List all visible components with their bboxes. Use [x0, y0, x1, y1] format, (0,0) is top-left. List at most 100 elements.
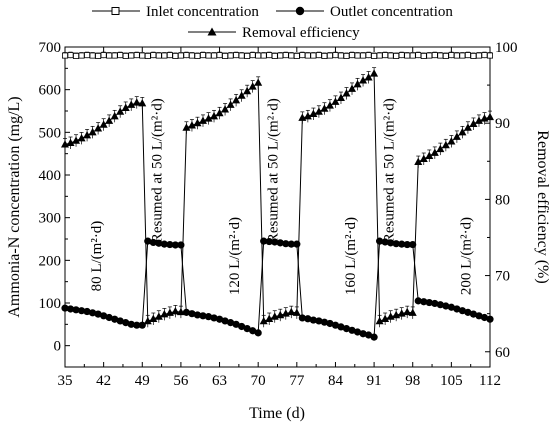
efficiency-point — [198, 116, 207, 124]
inlet-point — [415, 52, 422, 59]
outlet-point — [105, 313, 113, 322]
efficiency-point — [403, 307, 412, 316]
efficiency-point — [331, 97, 340, 105]
inlet-point — [448, 52, 455, 59]
inlet-point — [188, 52, 195, 59]
inlet-point — [260, 52, 267, 59]
inlet-point — [387, 52, 394, 59]
inlet-point — [183, 52, 190, 59]
outlet-point — [293, 240, 301, 248]
outlet-point — [304, 315, 312, 323]
x-tick-label: 91 — [367, 373, 382, 389]
efficiency-point — [248, 82, 257, 90]
efficiency-point — [77, 134, 86, 142]
efficiency-point — [149, 314, 158, 322]
outlet-point — [249, 327, 257, 335]
inlet-point — [117, 52, 124, 59]
phase-label: 120 L/(m²·d) — [227, 217, 243, 295]
outlet-point — [359, 330, 367, 338]
outlet-point — [155, 239, 163, 247]
efficiency-point — [66, 138, 75, 146]
inlet-point — [244, 52, 251, 59]
outlet-point — [326, 319, 334, 328]
inlet-point — [78, 52, 85, 59]
inlet-point — [144, 52, 151, 59]
outlet-point — [83, 307, 91, 316]
efficiency-point — [171, 306, 180, 315]
outlet-point — [254, 329, 262, 337]
efficiency-point — [309, 109, 318, 118]
inlet-point — [216, 52, 223, 59]
x-tick-label: 84 — [328, 373, 344, 389]
outlet-point — [66, 305, 75, 313]
inlet-point — [161, 52, 168, 59]
y-right-tick-label: 80 — [495, 192, 510, 208]
inlet-point — [255, 52, 262, 59]
x-tick-label: 77 — [289, 373, 305, 389]
efficiency-point — [176, 307, 185, 316]
y-right-tick-label: 70 — [495, 269, 510, 285]
inlet-point — [360, 52, 367, 59]
outlet-point — [271, 238, 279, 246]
outlet-point — [381, 238, 389, 246]
outlet-point — [309, 316, 317, 324]
x-tick-label: 49 — [135, 373, 150, 389]
legend-efficiency-label: Removal efficiency — [242, 25, 360, 41]
inlet-point — [222, 52, 229, 59]
inlet-point — [106, 52, 113, 59]
outlet-point — [425, 298, 433, 307]
efficiency-point — [215, 108, 224, 117]
efficiency-point — [105, 116, 114, 124]
efficiency-point — [359, 76, 368, 84]
efficiency-point — [193, 118, 202, 127]
efficiency-point — [430, 148, 439, 156]
legend-outlet-label: Outlet concentration — [330, 4, 453, 20]
outlet-point — [111, 315, 119, 323]
efficiency-point — [303, 111, 312, 120]
y-right-axis-label: Removal efficiency (%) — [534, 130, 550, 283]
inlet-point — [354, 52, 361, 59]
outlet-point — [116, 317, 124, 325]
inlet-point — [299, 52, 306, 59]
efficiency-point — [419, 154, 428, 162]
inlet-point — [459, 52, 466, 59]
x-tick-label: 70 — [251, 373, 266, 389]
outlet-point — [100, 312, 108, 320]
inlet-point — [128, 52, 135, 59]
outlet-point — [436, 301, 444, 309]
outlet-point — [61, 304, 69, 312]
inlet-point — [150, 52, 157, 59]
efficiency-point — [320, 104, 329, 112]
efficiency-point — [370, 69, 379, 77]
outlet-point — [387, 239, 395, 247]
efficiency-point — [226, 100, 235, 108]
outlet-point — [480, 313, 489, 322]
inlet-point — [475, 52, 482, 59]
x-tick-label: 35 — [58, 373, 73, 389]
efficiency-point — [94, 124, 103, 132]
inlet-point — [62, 52, 69, 59]
inlet-point — [420, 52, 427, 59]
outlet-point — [193, 311, 202, 319]
inlet-point — [321, 52, 328, 59]
outlet-point — [353, 328, 362, 336]
outlet-point — [442, 302, 450, 310]
inlet-point — [349, 52, 356, 59]
inlet-point — [332, 52, 339, 59]
axis-ticks: 35 42 49 56 63 70 77 84 91 98 105 112 0 100 200 300 400 5… — [39, 40, 518, 389]
efficiency-point — [254, 78, 263, 86]
outlet-point — [447, 303, 455, 311]
inlet-point — [282, 52, 289, 59]
y-left-tick-label: 600 — [39, 83, 62, 99]
inlet-point — [194, 52, 201, 59]
legend-inlet-label: Inlet concentration — [146, 4, 259, 20]
x-axis-label: Time (d) — [249, 405, 305, 422]
inlet-point — [166, 52, 173, 59]
efficiency-point — [425, 151, 434, 159]
outlet-point — [171, 241, 179, 249]
efficiency-point — [463, 123, 472, 131]
inlet-point — [470, 52, 477, 59]
outlet-point — [431, 299, 439, 308]
inlet-point — [155, 52, 162, 59]
outlet-point — [342, 325, 351, 333]
